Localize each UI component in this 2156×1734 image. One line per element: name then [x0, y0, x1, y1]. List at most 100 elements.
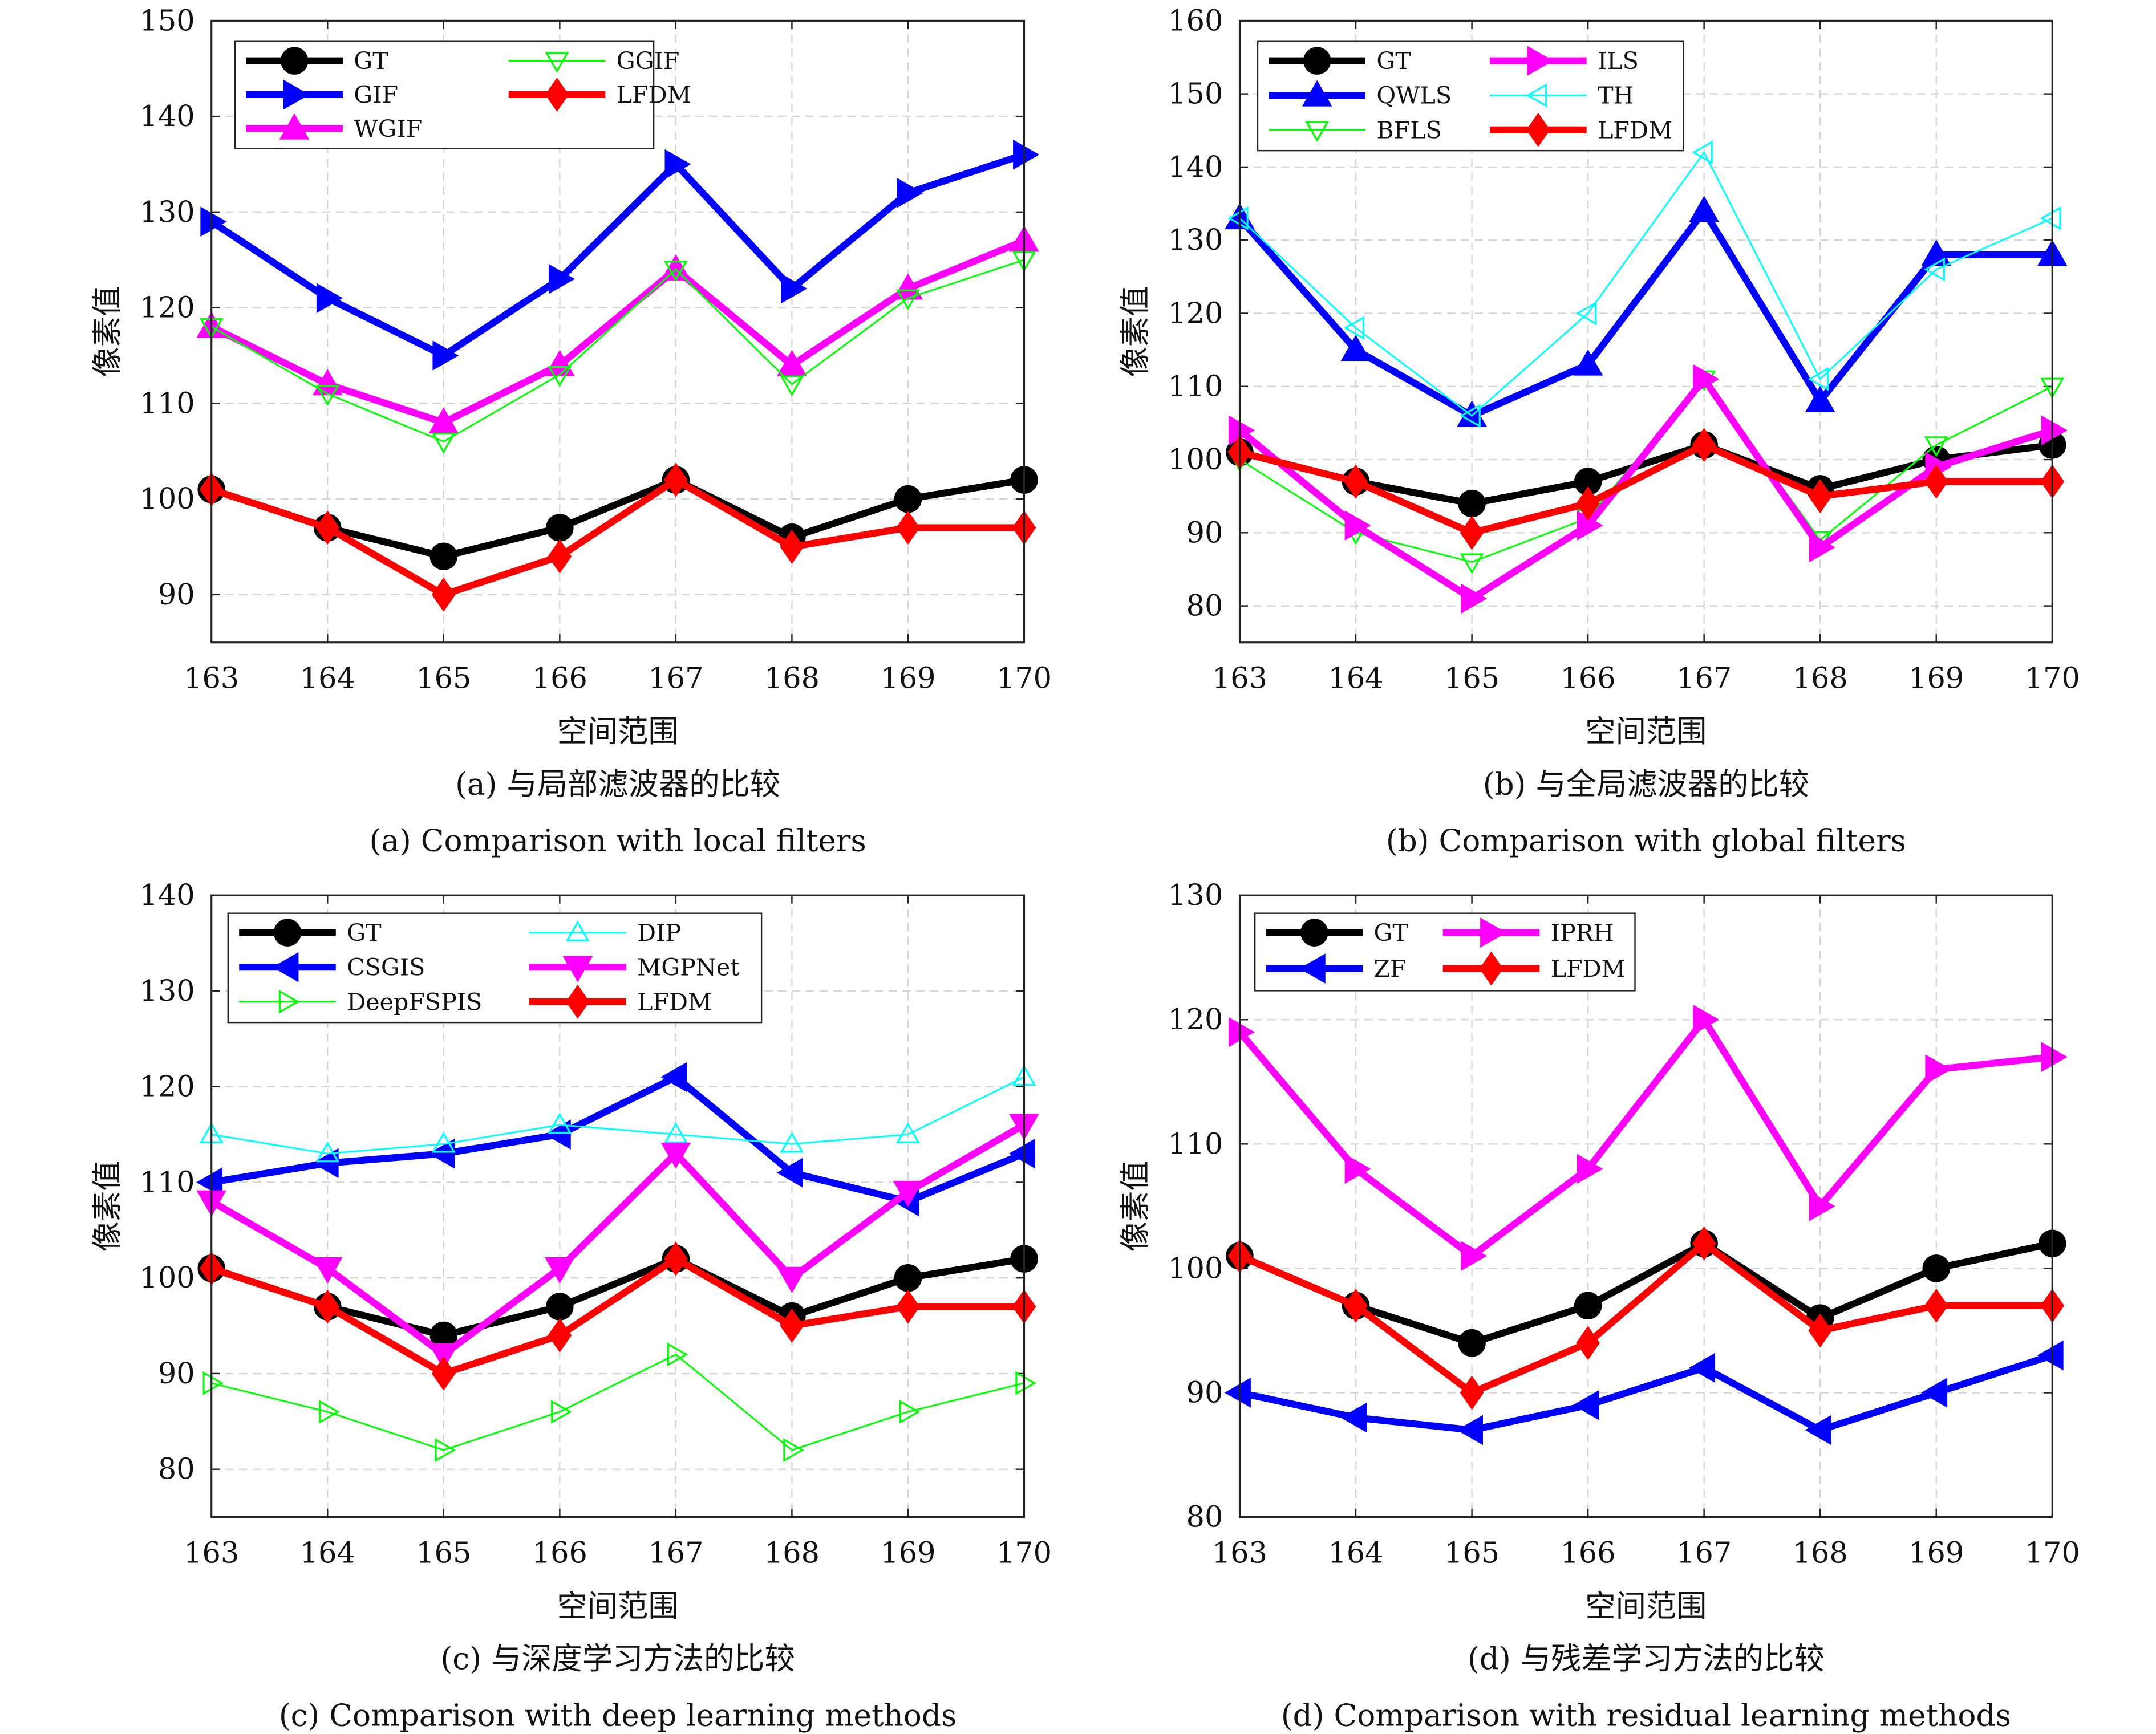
data-point: [315, 1141, 340, 1163]
data-point: [544, 1119, 571, 1150]
data-point: [548, 1112, 572, 1134]
data-point: [780, 530, 804, 564]
data-point: [431, 433, 456, 454]
series-csgis: [196, 1062, 1035, 1217]
legend: GT QWLS BFLS ILS TH LFDM: [1257, 40, 1684, 152]
x-tick-label: 168: [1793, 661, 1848, 695]
data-point: [1693, 364, 1720, 395]
y-tick-label: 100: [1168, 1251, 1223, 1285]
legend-marker: [280, 47, 309, 75]
legend-label: DeepFSPIS: [347, 988, 482, 1016]
legend-label: WGIF: [354, 115, 422, 143]
data-point: [315, 385, 340, 406]
data-point: [546, 514, 574, 542]
x-tick-label: 166: [1561, 1536, 1616, 1570]
data-point: [1688, 1353, 1716, 1383]
x-tick-label: 169: [1908, 1536, 1964, 1570]
legend-marker: [1526, 83, 1547, 108]
y-tick-label: 110: [1168, 369, 1223, 403]
data-point: [783, 1438, 804, 1463]
data-point: [1576, 486, 1600, 521]
x-tick-label: 165: [1444, 661, 1500, 695]
legend-item-lfdm: LFDM: [1490, 112, 1672, 147]
y-tick-label: 100: [1168, 442, 1223, 476]
series-ggif: [199, 251, 1036, 454]
legend-marker: [1305, 121, 1330, 143]
data-point: [545, 1257, 575, 1284]
x-tick-label: 163: [1212, 1536, 1267, 1570]
x-tick-label: 165: [416, 661, 471, 695]
x-tick-label: 166: [532, 661, 587, 695]
data-point: [897, 177, 923, 208]
data-point: [1456, 1415, 1483, 1445]
data-point: [777, 350, 807, 376]
data-point: [1015, 1371, 1036, 1395]
y-tick-label: 90: [158, 1357, 195, 1390]
data-point: [2041, 1042, 2068, 1072]
y-tick-label: 130: [140, 974, 195, 1008]
data-point: [1689, 196, 1719, 222]
series-line: [1237, 375, 2054, 602]
y-tick-label: 90: [1186, 1375, 1223, 1409]
y-tick-label: 140: [140, 99, 195, 133]
data-point: [1229, 415, 1255, 446]
plot-area: [1239, 895, 2053, 1517]
subplot-b: 163 164 165 166 167 168 169 170 80 90 100 110 120 130…: [1118, 3, 2080, 858]
legend-item-lfdm: LFDM: [1442, 951, 1626, 986]
legend-label: GGIF: [617, 47, 680, 75]
series-line: [1239, 1352, 2054, 1434]
data-point: [1577, 510, 1603, 541]
x-axis-label: 空间范围: [1585, 714, 1707, 749]
legend-label: LFDM: [617, 82, 691, 109]
data-point: [1692, 428, 1716, 462]
legend-item-wgif: WGIF: [246, 113, 422, 143]
data-point: [1460, 404, 1481, 428]
legend-marker: [545, 52, 569, 73]
series-dip: [199, 1065, 1036, 1163]
data-point: [1809, 1191, 1835, 1221]
series-line: [210, 476, 1025, 560]
series-zf: [1224, 1340, 2064, 1445]
legend-item-csgis: CSGIS: [239, 952, 425, 982]
data-point: [894, 485, 922, 513]
data-point: [1924, 436, 1948, 457]
series-line: [1238, 1240, 2053, 1347]
legend-item-iprh: IPRH: [1442, 917, 1614, 948]
data-point: [428, 1343, 459, 1370]
data-point: [1227, 206, 1249, 230]
data-point: [1460, 1375, 1484, 1410]
legend-label: DIP: [637, 919, 681, 947]
data-point: [660, 1062, 687, 1093]
legend-item-mgpnet: MGPNet: [529, 954, 740, 982]
data-point: [431, 577, 456, 612]
data-point: [1461, 583, 1488, 614]
data-point: [1458, 489, 1486, 518]
series-line: [1237, 207, 2053, 420]
legend-label: CSGIS: [347, 954, 425, 981]
series-line: [210, 1255, 1025, 1339]
legend-marker: [279, 113, 310, 140]
x-tick-label: 164: [1328, 661, 1383, 695]
axes-frame: [1238, 19, 2053, 644]
legend-item-dip: DIP: [529, 919, 681, 947]
legend-marker: [1299, 953, 1326, 984]
legend-marker: [1527, 46, 1554, 76]
caption-english: (a) Comparison with local filters: [369, 823, 866, 859]
axes-frame: [210, 894, 1026, 1518]
series-line: [211, 259, 1024, 442]
data-point: [663, 261, 688, 282]
x-tick-label: 168: [764, 1536, 820, 1570]
data-point: [1460, 515, 1484, 550]
legend-marker: [283, 79, 310, 110]
y-tick-label: 120: [1168, 1002, 1223, 1036]
legend-item-gt: GT: [1266, 919, 1408, 947]
y-axis-label: 像素值: [90, 1160, 125, 1252]
caption-chinese: (c) 与深度学习方法的比较: [440, 1641, 795, 1676]
data-point: [664, 462, 688, 497]
x-axis-label: 空间范围: [1585, 1589, 1707, 1624]
x-tick-label: 166: [532, 1536, 587, 1570]
data-point: [196, 1167, 223, 1197]
axes-frame: [1238, 894, 2053, 1518]
data-point: [894, 1264, 922, 1292]
